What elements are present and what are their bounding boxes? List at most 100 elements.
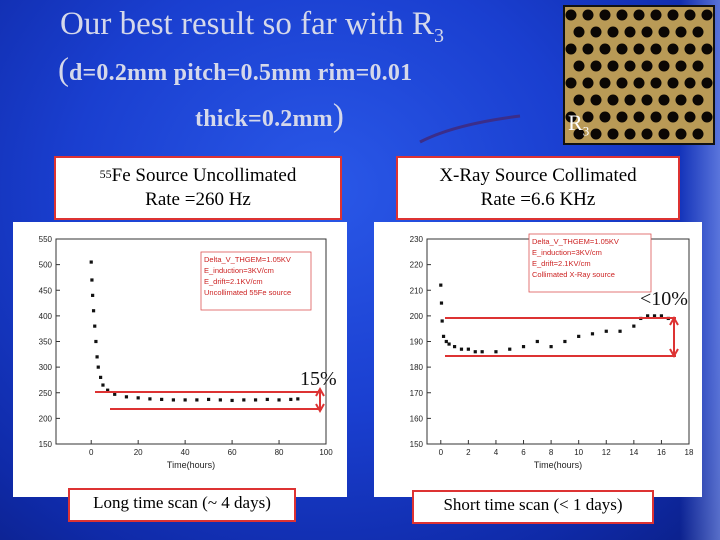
x-tick-label: 0 bbox=[439, 448, 444, 457]
data-point bbox=[90, 278, 94, 282]
photo-hole bbox=[624, 60, 636, 72]
data-point bbox=[183, 398, 187, 402]
photo-hole bbox=[667, 9, 679, 21]
photo-hole bbox=[667, 111, 679, 123]
data-point bbox=[113, 392, 117, 396]
photo-hole bbox=[658, 94, 670, 106]
photo-hole bbox=[573, 94, 585, 106]
y-tick-label: 190 bbox=[410, 338, 424, 347]
data-point bbox=[94, 339, 98, 344]
photo-hole bbox=[684, 111, 696, 123]
legend-box bbox=[200, 251, 312, 311]
thgem-hole-pattern bbox=[565, 7, 713, 143]
data-point bbox=[632, 324, 636, 328]
photo-hole bbox=[650, 111, 662, 123]
photo-hole bbox=[616, 43, 628, 55]
x-tick-label: 80 bbox=[275, 448, 284, 457]
photo-hole bbox=[658, 128, 670, 140]
x-tick-label: 18 bbox=[685, 448, 694, 457]
y-tick-label: 150 bbox=[410, 440, 424, 449]
thgem-photo bbox=[563, 5, 715, 145]
data-point bbox=[439, 283, 443, 287]
legend-entry: Collimated X-Ray source bbox=[532, 270, 615, 279]
photo-hole bbox=[650, 9, 662, 21]
y-tick-label: 230 bbox=[410, 235, 424, 244]
data-point bbox=[494, 350, 498, 354]
data-point bbox=[207, 397, 211, 402]
photo-hole bbox=[565, 111, 577, 123]
data-point bbox=[659, 314, 664, 318]
photo-hole bbox=[573, 128, 585, 140]
x-tick-label: 40 bbox=[181, 448, 190, 457]
data-point bbox=[230, 398, 234, 403]
data-point bbox=[101, 383, 105, 387]
data-point bbox=[508, 347, 512, 351]
photo-hole bbox=[701, 111, 713, 123]
slide-title-line2: (d=0.2mm pitch=0.5mm rim=0.01 bbox=[58, 52, 413, 88]
slide-title-line1: Our best result so far with R3 bbox=[60, 6, 444, 47]
data-point bbox=[195, 398, 199, 402]
x-tick-label: 14 bbox=[629, 448, 638, 457]
y-tick-label: 500 bbox=[39, 261, 53, 270]
data-point bbox=[91, 293, 95, 297]
data-point bbox=[148, 397, 152, 401]
photo-hole bbox=[701, 77, 713, 89]
data-point bbox=[136, 396, 140, 400]
photo-hole bbox=[582, 43, 594, 55]
photo-hole bbox=[692, 60, 704, 72]
left-plot-panel: 150 200 250 300 350 400 450 500 550 0 20 40 60 80 100 T… bbox=[13, 222, 347, 497]
photo-hole bbox=[607, 128, 619, 140]
photo-hole bbox=[692, 94, 704, 106]
data-point bbox=[577, 334, 581, 338]
x-tick-label: 20 bbox=[134, 448, 143, 457]
photo-hole bbox=[692, 128, 704, 140]
legend-entry: Delta_V_THGEM=1.05KV bbox=[532, 237, 619, 246]
data-point bbox=[265, 397, 269, 402]
data-point bbox=[444, 339, 448, 344]
x-tick-label: 0 bbox=[89, 448, 94, 457]
right-plot-panel: 150 160 170 180 190 200 210 220 230 0 2 4 6 8 10 12 14 16… bbox=[374, 222, 702, 497]
data-point bbox=[535, 339, 539, 344]
data-point bbox=[666, 316, 670, 321]
x-tick-label: 100 bbox=[319, 448, 333, 457]
data-point bbox=[93, 324, 97, 328]
data-point bbox=[171, 398, 175, 402]
slide-title-line3: thick=0.2mm) bbox=[195, 98, 344, 134]
data-point bbox=[289, 397, 293, 402]
legend-entry: Delta_V_THGEM=1.05KV bbox=[204, 255, 291, 264]
legend-box bbox=[528, 233, 652, 293]
photo-hole bbox=[607, 60, 619, 72]
data-point bbox=[160, 397, 164, 402]
photo-hole bbox=[590, 60, 602, 72]
photo-hole bbox=[684, 9, 696, 21]
photo-hole bbox=[599, 77, 611, 89]
photo-hole bbox=[565, 9, 577, 21]
legend-entry: Uncollimated 55Fe source bbox=[204, 288, 291, 297]
photo-hole bbox=[641, 94, 653, 106]
photo-hole bbox=[633, 43, 645, 55]
data-point bbox=[618, 329, 622, 333]
legend-entry: E_induction=3KV/cm bbox=[532, 248, 602, 257]
y-tick-label: 450 bbox=[39, 286, 53, 295]
photo-hole bbox=[633, 111, 645, 123]
data-point bbox=[604, 329, 608, 333]
data-point bbox=[646, 314, 650, 318]
photo-hole bbox=[624, 26, 636, 38]
photo-hole bbox=[633, 9, 645, 21]
y-tick-label: 200 bbox=[410, 312, 424, 321]
data-point bbox=[441, 334, 446, 338]
photo-hole bbox=[658, 26, 670, 38]
data-point bbox=[563, 339, 567, 344]
photo-hole bbox=[590, 128, 602, 140]
y-tick-label: 160 bbox=[410, 414, 424, 423]
photo-hole bbox=[616, 77, 628, 89]
photo-hole bbox=[599, 111, 611, 123]
photo-hole bbox=[667, 43, 679, 55]
y-tick-label: 300 bbox=[39, 363, 53, 372]
left-scan-note: Long time scan (~ 4 days) bbox=[68, 488, 296, 522]
data-point bbox=[521, 345, 526, 349]
y-tick-label: 170 bbox=[410, 389, 424, 398]
photo-hole bbox=[599, 9, 611, 21]
